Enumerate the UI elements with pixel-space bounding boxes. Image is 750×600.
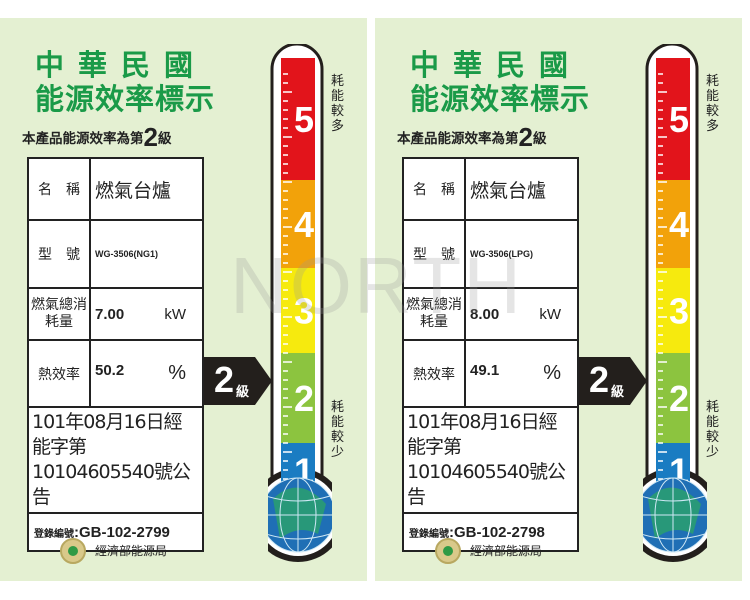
name-label: 名 稱 [27, 157, 91, 221]
efficiency-label: 熱效率 [27, 339, 91, 408]
level-number: 5 [669, 99, 689, 140]
title-country: 中華民國 [35, 48, 208, 82]
efficiency-cell: 49.1% [464, 339, 579, 408]
consumption-cell: 8.00 kW [464, 287, 579, 341]
agency-name: 經濟部能源局 [470, 544, 543, 558]
level-3-segment [281, 268, 315, 353]
energy-label-2: 中華民國 能源效率標示 本產品能源效率為第2級 名 稱燃氣台爐 型 號 WG-35… [375, 18, 742, 581]
grade-statement: 本產品能源效率為第2級 [22, 122, 172, 152]
level-number: 2 [294, 378, 314, 419]
efficiency-cell: 50.2% [89, 339, 204, 408]
more-consumption-label: 耗能較多 [706, 74, 720, 134]
level-number: 3 [669, 291, 689, 332]
consumption-label: 燃氣總消耗量 [27, 287, 91, 341]
agency-name: 經濟部能源局 [95, 544, 168, 558]
title-label: 能源效率標示 [410, 82, 591, 116]
consumption-cell: 7.00 kW [89, 287, 204, 341]
registration-number: 登錄編號:GB-102-2798 [402, 512, 579, 552]
grade-statement: 本產品能源效率為第2級 [397, 122, 547, 152]
model-label: 型 號 [402, 219, 466, 289]
level-number: 5 [294, 99, 314, 140]
level-3-segment [656, 268, 690, 353]
announcement: 101年08月16日經能字第10104605540號公告 [27, 406, 204, 514]
level-number: 4 [294, 204, 314, 245]
watermark: NORTH [230, 241, 523, 330]
level-number: 3 [294, 291, 314, 332]
consumption-label: 燃氣總消耗量 [402, 287, 466, 341]
agency-logo [60, 538, 86, 564]
name-value: 燃氣台爐 [464, 157, 579, 221]
level-number: 2 [669, 378, 689, 419]
model-value: WG-3506(LPG) [464, 219, 579, 289]
model-value: WG-3506(NG1) [89, 219, 204, 289]
level-number: 4 [669, 204, 689, 245]
model-label: 型 號 [27, 219, 91, 289]
registration-number: 登錄編號:GB-102-2799 [27, 512, 204, 552]
announcement: 101年08月16日經能字第10104605540號公告 [402, 406, 579, 514]
more-consumption-label: 耗能較多 [331, 74, 345, 134]
less-consumption-label: 耗能較少 [331, 400, 345, 460]
agency-logo [435, 538, 461, 564]
title-country: 中華民國 [410, 48, 583, 82]
name-label: 名 稱 [402, 157, 466, 221]
spec-table: 名 稱燃氣台爐 型 號 WG-3506(LPG) 燃氣總消耗量 8.00 kW 熱效率… [402, 157, 579, 552]
energy-label-1: 中華民國 能源效率標示 本產品能源效率為第2級 名 稱燃氣台爐 型 號 WG-35… [0, 18, 367, 581]
name-value: 燃氣台爐 [89, 157, 204, 221]
spec-table: 名 稱燃氣台爐 型 號 WG-3506(NG1) 燃氣總消耗量 7.00 kW 熱效率… [27, 157, 204, 552]
title-label: 能源效率標示 [35, 82, 216, 116]
less-consumption-label: 耗能較少 [706, 400, 720, 460]
efficiency-label: 熱效率 [402, 339, 466, 408]
